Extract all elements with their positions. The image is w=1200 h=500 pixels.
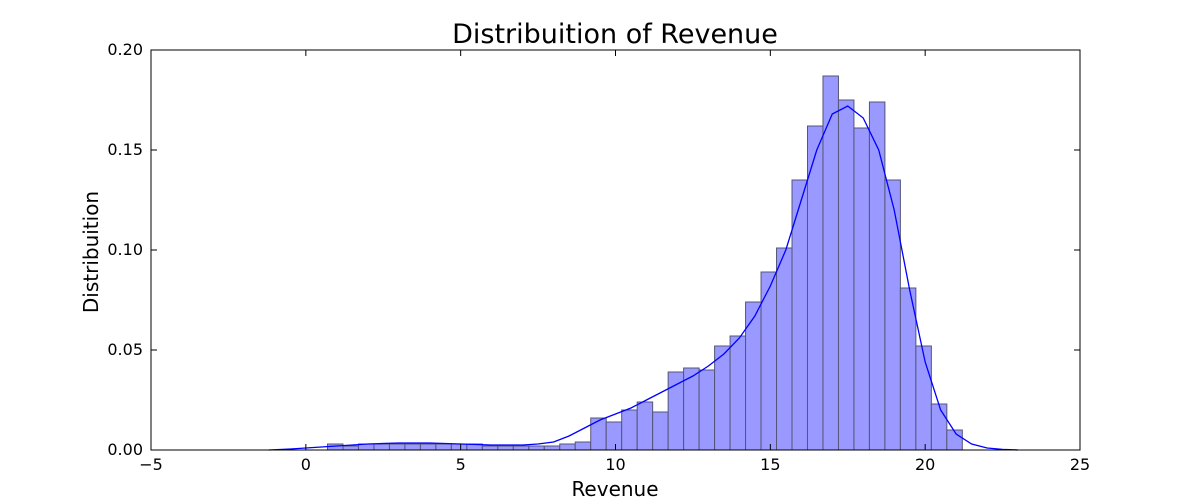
histogram-bar xyxy=(404,443,421,451)
histogram-bar xyxy=(528,445,545,451)
histogram-bar xyxy=(884,179,901,451)
x-tick-label: 25 xyxy=(1070,455,1090,474)
y-axis-label: Distribuition xyxy=(79,191,103,313)
x-tick-label: −5 xyxy=(139,455,163,474)
histogram-bar xyxy=(373,443,390,451)
histogram-bar xyxy=(837,99,855,451)
histogram-bar xyxy=(497,445,514,451)
histogram-bar xyxy=(930,403,948,451)
histogram-bar xyxy=(946,429,963,451)
x-axis-ticks: −5 0 5 10 15 20 25 xyxy=(139,50,1090,474)
histogram-bar xyxy=(822,75,839,451)
histogram-bar xyxy=(652,411,669,451)
y-tick-label: 0.00 xyxy=(107,440,143,459)
x-tick-label: 0 xyxy=(301,455,311,474)
histogram-bar xyxy=(481,445,499,451)
histogram-bar xyxy=(667,371,685,451)
histogram-bar xyxy=(899,287,917,451)
histogram-bar xyxy=(776,247,793,451)
x-axis-label: Revenue xyxy=(571,477,658,500)
histogram-bar xyxy=(714,345,731,451)
histogram-bar xyxy=(574,441,592,451)
y-axis-ticks: 0.00 0.05 0.10 0.15 0.20 xyxy=(107,40,1080,459)
y-tick-label: 0.10 xyxy=(107,240,143,259)
histogram-bar xyxy=(559,443,576,451)
histogram-bar xyxy=(853,127,870,451)
histogram-bar xyxy=(543,445,561,451)
histogram-bars xyxy=(327,75,963,451)
histogram-bar xyxy=(745,301,762,451)
y-tick-label: 0.15 xyxy=(107,140,143,159)
histogram-bar xyxy=(388,443,406,451)
histogram-bar xyxy=(342,445,359,451)
chart-title: Distribuition of Revenue xyxy=(452,19,778,50)
histogram-bar xyxy=(729,335,747,451)
histogram-bar xyxy=(512,445,530,451)
histogram-bar xyxy=(435,443,452,451)
x-tick-label: 20 xyxy=(915,455,935,474)
x-tick-label: 15 xyxy=(760,455,780,474)
x-tick-label: 10 xyxy=(605,455,625,474)
plot-frame xyxy=(150,49,1081,451)
histogram-bar xyxy=(698,369,716,451)
y-tick-label: 0.20 xyxy=(107,40,143,59)
histogram-bar xyxy=(590,417,607,451)
kde-curve xyxy=(268,105,1019,451)
histogram-bar xyxy=(419,443,437,451)
histogram-bar xyxy=(915,345,932,451)
histogram-bar xyxy=(450,443,468,451)
x-tick-label: 5 xyxy=(456,455,466,474)
histogram-bar xyxy=(605,421,623,451)
histogram-bar xyxy=(636,401,654,451)
y-tick-label: 0.05 xyxy=(107,340,143,359)
histogram-bar xyxy=(621,409,638,451)
histogram-bar xyxy=(868,101,886,451)
